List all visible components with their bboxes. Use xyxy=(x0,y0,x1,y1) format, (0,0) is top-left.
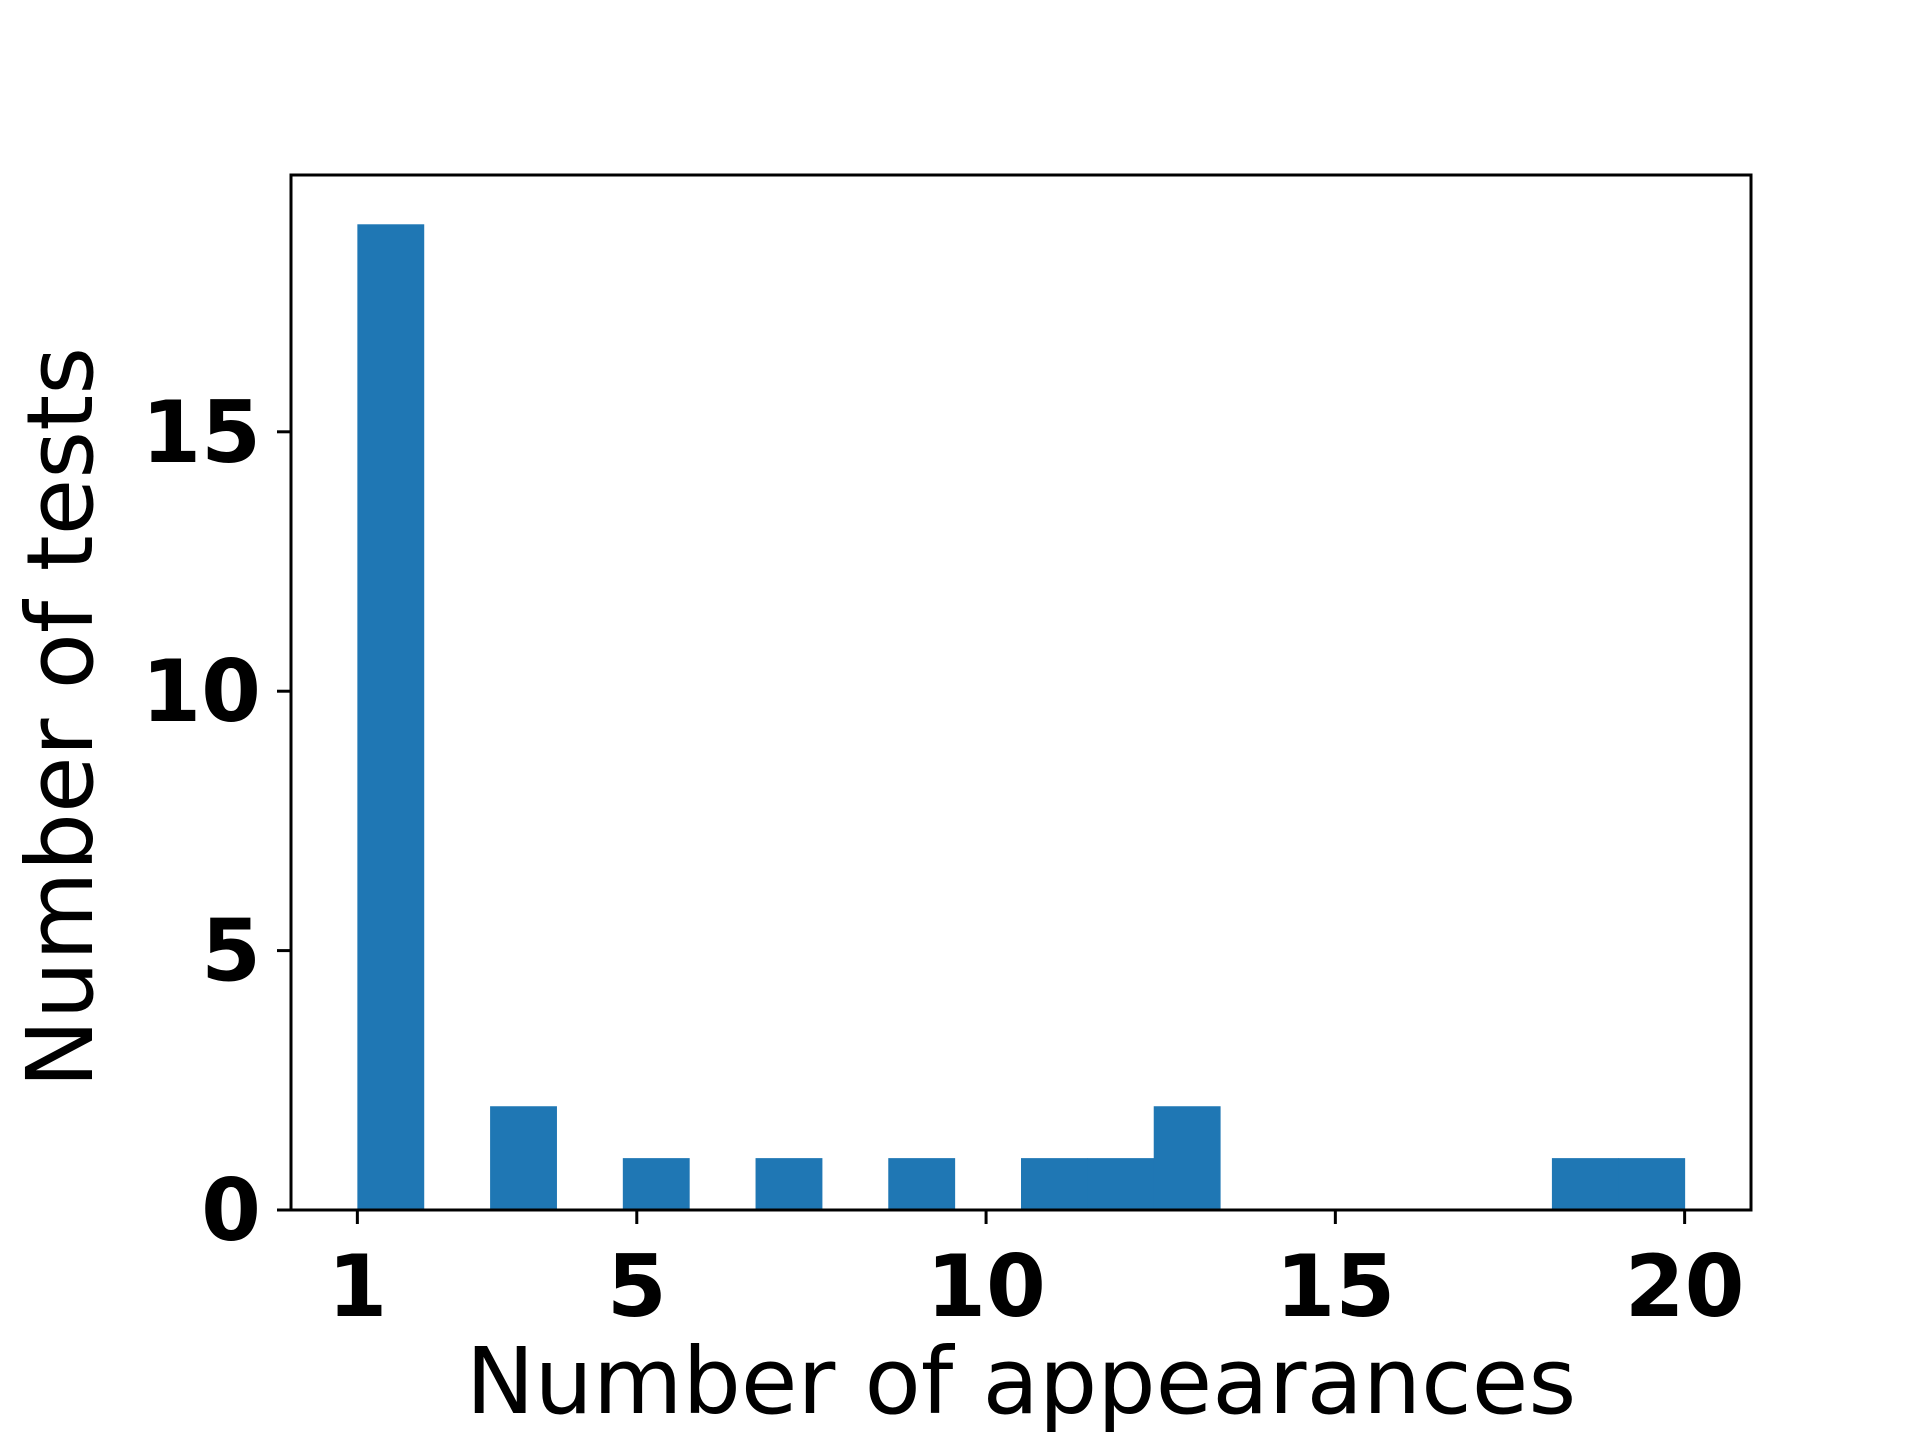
histogram-bar xyxy=(755,1158,823,1210)
x-tick-label: 15 xyxy=(1276,1237,1396,1337)
x-axis: 1 5 10 15 20 xyxy=(327,1210,1744,1337)
y-tick-label: 10 xyxy=(141,642,261,742)
plot-frame xyxy=(289,173,1753,1212)
x-tick-label: 20 xyxy=(1625,1237,1745,1337)
histogram-bar xyxy=(1551,1158,1619,1210)
y-tick-label: 15 xyxy=(141,383,261,483)
y-tick-label: 5 xyxy=(201,902,261,1002)
histogram-bar xyxy=(1153,1106,1221,1210)
x-tick-label: 1 xyxy=(327,1237,387,1337)
bars-layer xyxy=(357,224,1686,1211)
y-tick-label: 0 xyxy=(201,1161,261,1261)
histogram-bar xyxy=(622,1158,690,1210)
x-tick-label: 5 xyxy=(607,1237,667,1337)
x-axis-label: Number of appearances xyxy=(466,1328,1577,1435)
histogram-bar xyxy=(1618,1158,1686,1210)
y-axis: 0 5 10 15 xyxy=(141,383,291,1261)
histogram-bar xyxy=(357,224,425,1211)
histogram-bar xyxy=(490,1106,557,1210)
y-axis-label: Number of tests xyxy=(7,347,114,1088)
histogram-bar xyxy=(888,1158,956,1210)
x-tick-label: 10 xyxy=(926,1237,1046,1337)
histogram-bar xyxy=(1021,1158,1088,1210)
histogram-bar xyxy=(1087,1158,1155,1210)
